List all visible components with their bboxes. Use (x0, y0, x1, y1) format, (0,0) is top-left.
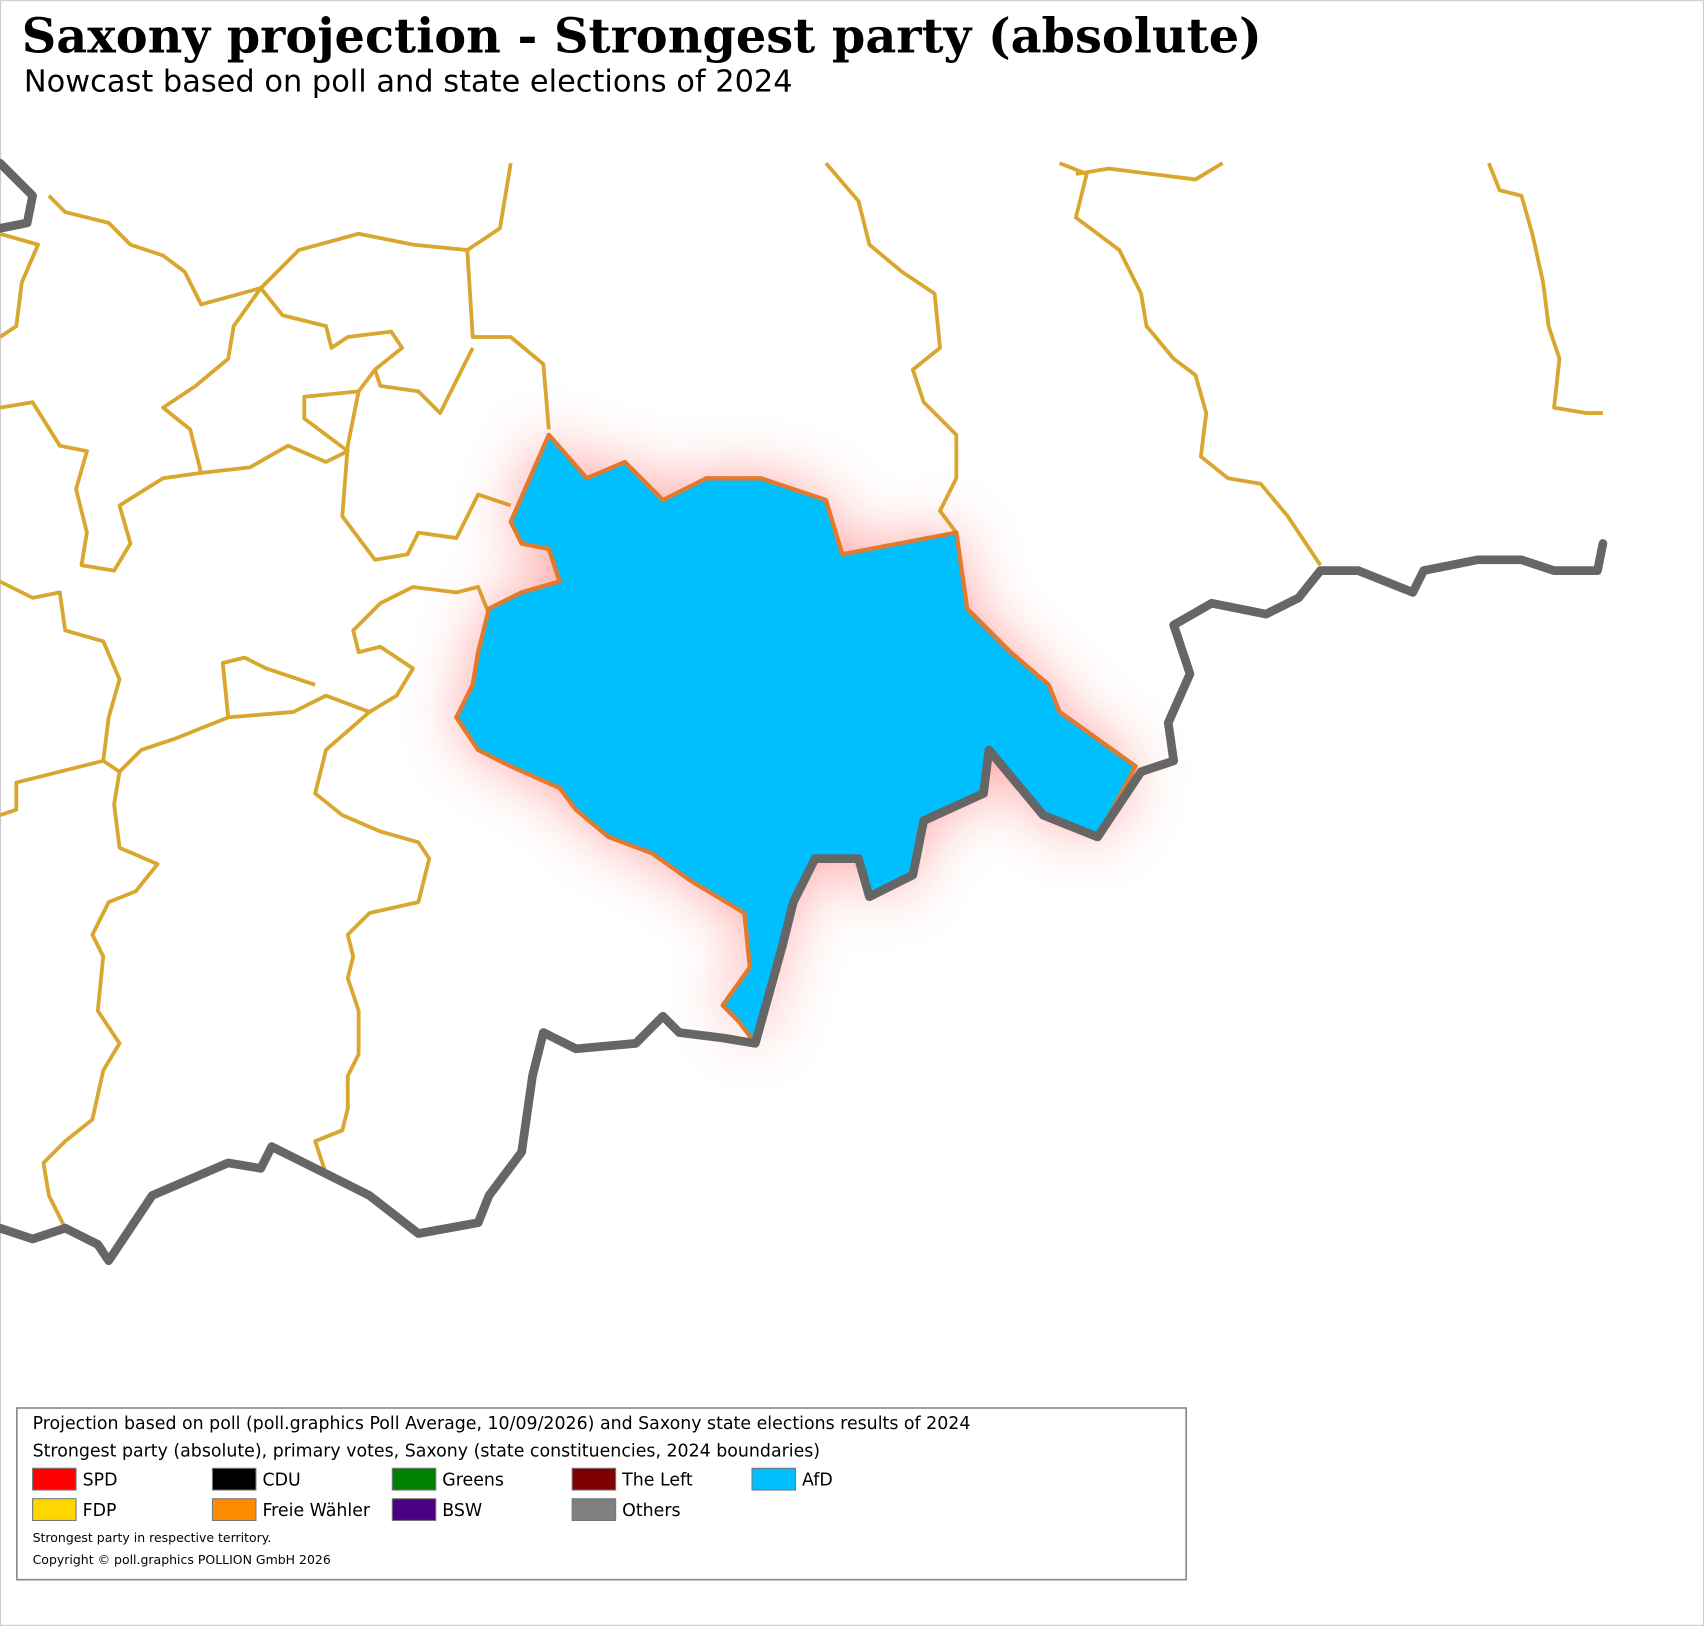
legend-swatch (391, 1498, 437, 1522)
legend-label: CDU (262, 1471, 300, 1491)
legend-note: Copyright © poll.graphics POLLION GmbH 2… (33, 1552, 331, 1567)
legend-swatch (571, 1498, 617, 1522)
map (0, 158, 1608, 1266)
legend-swatch (32, 1498, 77, 1522)
legend-label: Others (622, 1501, 680, 1521)
legend-swatch (211, 1467, 257, 1491)
legend-label: AfD (802, 1471, 833, 1491)
legend-label: Greens (442, 1471, 504, 1491)
legend-header: Projection based on poll (poll.graphics … (33, 1414, 971, 1434)
legend-label: Freie Wähler (262, 1501, 370, 1521)
legend-label: The Left (621, 1471, 693, 1491)
constituency-borders (0, 161, 1603, 1229)
legend-box (16, 1407, 1187, 1581)
subtitle: Nowcast based on poll and state election… (24, 64, 793, 99)
legend-label: FDP (83, 1501, 117, 1521)
title: Saxony projection - Strongest party (abs… (22, 8, 1262, 64)
legend-swatch (751, 1467, 797, 1491)
legend-note: Strongest party in respective territory. (33, 1530, 272, 1545)
legend-swatch (391, 1467, 437, 1491)
state-border (0, 158, 1608, 1266)
legend-label: BSW (442, 1501, 482, 1521)
legend: Projection based on poll (poll.graphics … (32, 1414, 971, 1567)
legend-header: Strongest party (absolute), primary vote… (33, 1441, 821, 1461)
legend-label: SPD (83, 1471, 118, 1491)
legend-swatch (571, 1467, 617, 1491)
legend-swatch (32, 1467, 77, 1491)
legend-swatch (211, 1498, 257, 1522)
